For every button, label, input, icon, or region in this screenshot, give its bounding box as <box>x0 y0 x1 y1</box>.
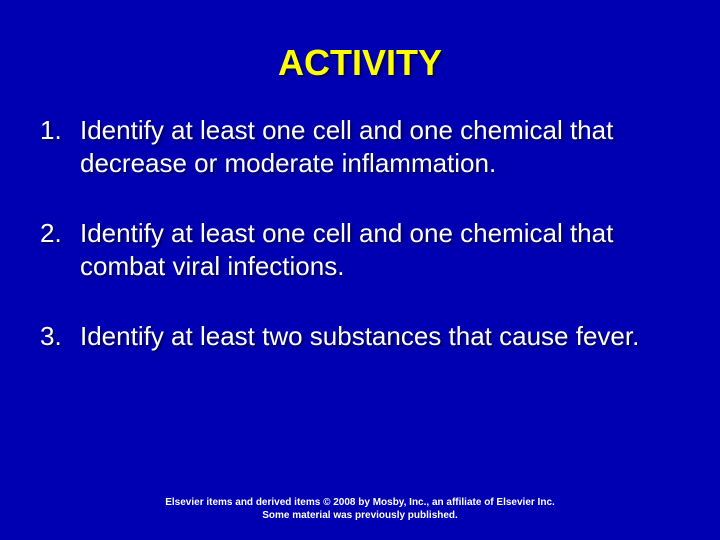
list-item: 3. Identify at least two substances that… <box>40 320 680 353</box>
item-number: 1. <box>40 114 80 179</box>
list-item: 1. Identify at least one cell and one ch… <box>40 114 680 179</box>
item-text: Identify at least one cell and one chemi… <box>80 114 680 179</box>
footer-line-2: Some material was previously published. <box>0 509 720 522</box>
slide: ACTIVITY 1. Identify at least one cell a… <box>0 0 720 540</box>
item-list: 1. Identify at least one cell and one ch… <box>0 84 720 353</box>
item-text: Identify at least one cell and one chemi… <box>80 217 680 282</box>
item-text: Identify at least two substances that ca… <box>80 320 680 353</box>
item-number: 2. <box>40 217 80 282</box>
list-item: 2. Identify at least one cell and one ch… <box>40 217 680 282</box>
footer: Elsevier items and derived items © 2008 … <box>0 496 720 522</box>
slide-title: ACTIVITY <box>0 0 720 84</box>
item-number: 3. <box>40 320 80 353</box>
footer-line-1: Elsevier items and derived items © 2008 … <box>0 496 720 509</box>
